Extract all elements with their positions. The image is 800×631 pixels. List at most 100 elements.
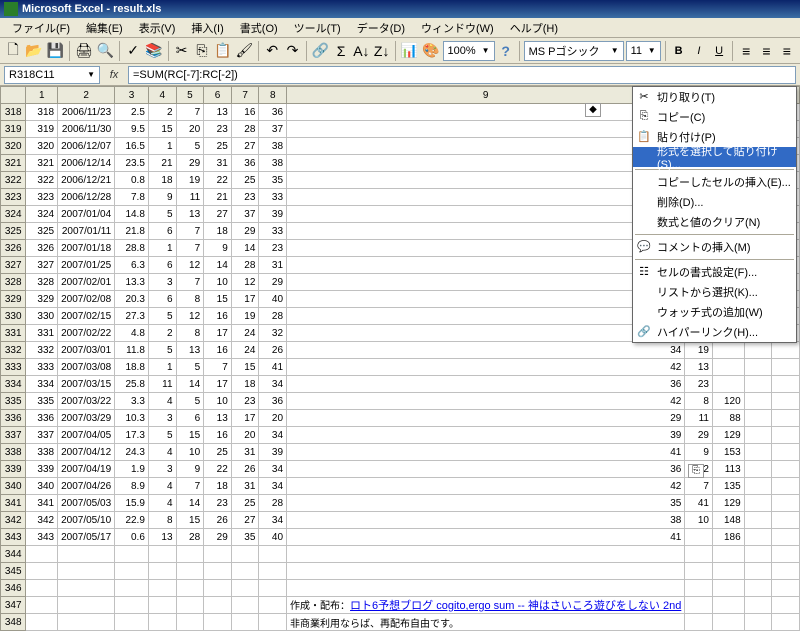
cell[interactable]: 3 [148, 274, 176, 291]
help-button[interactable]: ? [497, 40, 515, 62]
cell[interactable]: 5 [176, 359, 204, 376]
cell[interactable] [744, 393, 772, 410]
cell[interactable]: 2006/11/23 [58, 104, 115, 121]
cell[interactable]: 2006/12/14 [58, 155, 115, 172]
cell[interactable]: 43 [287, 240, 685, 257]
cell[interactable]: 20 [259, 410, 287, 427]
cell[interactable] [744, 478, 772, 495]
cell[interactable]: 2007/05/03 [58, 495, 115, 512]
cell[interactable]: 2007/01/11 [58, 223, 115, 240]
cell[interactable]: 12 [231, 274, 259, 291]
bold-button[interactable]: B [669, 40, 687, 62]
cell[interactable]: 20 [231, 427, 259, 444]
cell[interactable] [744, 427, 772, 444]
cell[interactable]: 39 [259, 444, 287, 461]
cell[interactable]: 4.8 [115, 325, 149, 342]
cell[interactable]: 5 [176, 393, 204, 410]
cell[interactable]: 340 [26, 478, 58, 495]
cell[interactable]: 3.3 [115, 393, 149, 410]
cell[interactable]: 29 [259, 274, 287, 291]
cell[interactable] [685, 580, 713, 597]
cell[interactable]: 7 [176, 223, 204, 240]
cell[interactable]: 2006/12/21 [58, 172, 115, 189]
cell[interactable]: 2006/12/07 [58, 138, 115, 155]
cell[interactable]: 10 [204, 393, 232, 410]
cell[interactable]: 21 [148, 155, 176, 172]
cell[interactable]: 19 [176, 172, 204, 189]
col-header[interactable]: 6 [204, 87, 232, 104]
cell[interactable] [744, 580, 772, 597]
cell[interactable] [176, 546, 204, 563]
cell[interactable]: 11 [148, 376, 176, 393]
cell[interactable]: 25 [204, 138, 232, 155]
menu-item[interactable]: 書式(O) [232, 18, 286, 38]
cell[interactable]: 329 [26, 291, 58, 308]
row-header[interactable]: 331 [1, 325, 26, 342]
cell[interactable]: 25.8 [115, 376, 149, 393]
cell[interactable]: 5 [148, 206, 176, 223]
col-header[interactable]: 9 [287, 87, 685, 104]
cell[interactable]: 16 [231, 104, 259, 121]
menu-item[interactable]: 編集(E) [78, 18, 131, 38]
cell[interactable]: 3 [148, 410, 176, 427]
context-menu-item[interactable]: コピーしたセルの挿入(E)... [633, 172, 796, 192]
cut-button[interactable]: ✂ [173, 40, 191, 62]
cell[interactable]: 322 [26, 172, 58, 189]
row-header[interactable]: 334 [1, 376, 26, 393]
cell[interactable]: 34 [259, 461, 287, 478]
cell[interactable]: 2.5 [115, 104, 149, 121]
cell[interactable]: 26 [231, 461, 259, 478]
menu-bar[interactable]: ファイル(F)編集(E)表示(V)挿入(I)書式(O)ツール(T)データ(D)ウ… [0, 18, 800, 38]
cell[interactable]: 29 [685, 427, 713, 444]
cell[interactable]: 41 [287, 529, 685, 546]
cell[interactable]: 4 [148, 393, 176, 410]
cell[interactable]: 29 [204, 529, 232, 546]
cell[interactable]: 0.6 [115, 529, 149, 546]
cell[interactable] [712, 614, 744, 631]
cell[interactable] [772, 376, 800, 393]
cell[interactable]: 22 [204, 172, 232, 189]
open-button[interactable]: 📂 [24, 40, 43, 62]
cell[interactable]: 2007/03/08 [58, 359, 115, 376]
col-header[interactable]: 3 [115, 87, 149, 104]
cell[interactable] [744, 359, 772, 376]
align-left-button[interactable]: ≡ [737, 40, 755, 62]
cell[interactable]: 35 [231, 529, 259, 546]
row-header[interactable]: 329 [1, 291, 26, 308]
smarttag-icon[interactable]: ⎘ [688, 464, 704, 478]
cell[interactable]: 16 [204, 308, 232, 325]
cell[interactable]: 34 [287, 342, 685, 359]
sort-asc-button[interactable]: A↓ [352, 40, 370, 62]
cell[interactable] [712, 563, 744, 580]
cell[interactable]: 13 [176, 342, 204, 359]
row-header[interactable]: 333 [1, 359, 26, 376]
cell[interactable] [231, 580, 259, 597]
cell[interactable]: 39 [287, 308, 685, 325]
cell[interactable] [259, 580, 287, 597]
cell[interactable]: 24.3 [115, 444, 149, 461]
cell[interactable]: 11.8 [115, 342, 149, 359]
cell[interactable] [744, 529, 772, 546]
cell[interactable]: 129 [712, 495, 744, 512]
cell[interactable] [26, 546, 58, 563]
cell[interactable] [744, 546, 772, 563]
cell[interactable] [712, 342, 744, 359]
cell[interactable] [148, 597, 176, 614]
menu-item[interactable]: 表示(V) [131, 18, 184, 38]
cell[interactable]: 324 [26, 206, 58, 223]
cell[interactable]: 11 [685, 410, 713, 427]
cell[interactable]: 23 [231, 393, 259, 410]
name-box[interactable]: R318C11▼ [4, 66, 100, 84]
col-header[interactable]: 5 [176, 87, 204, 104]
copy-button[interactable]: ⎘ [193, 40, 211, 62]
cell[interactable] [772, 478, 800, 495]
cell[interactable]: 321 [26, 155, 58, 172]
context-menu-item[interactable]: ⎘コピー(C) [633, 107, 796, 127]
cell[interactable] [685, 546, 713, 563]
cell[interactable] [744, 495, 772, 512]
cell[interactable]: 14.8 [115, 206, 149, 223]
cell[interactable]: 2007/03/22 [58, 393, 115, 410]
cell[interactable]: 2 [148, 325, 176, 342]
cell[interactable]: 33 [259, 223, 287, 240]
cell[interactable] [259, 546, 287, 563]
